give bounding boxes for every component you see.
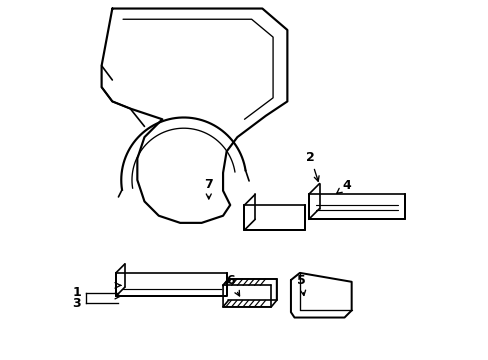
Polygon shape [244,205,305,230]
Polygon shape [308,194,405,219]
Text: 4: 4 [336,179,351,193]
Text: 7: 7 [204,178,213,199]
Text: 1: 1 [72,286,81,299]
Text: 3: 3 [72,297,81,310]
Text: 6: 6 [226,274,239,296]
Polygon shape [102,9,287,223]
Text: 2: 2 [305,151,319,181]
Polygon shape [290,273,351,318]
Polygon shape [223,279,276,307]
Polygon shape [116,273,226,296]
Text: 5: 5 [297,274,305,296]
